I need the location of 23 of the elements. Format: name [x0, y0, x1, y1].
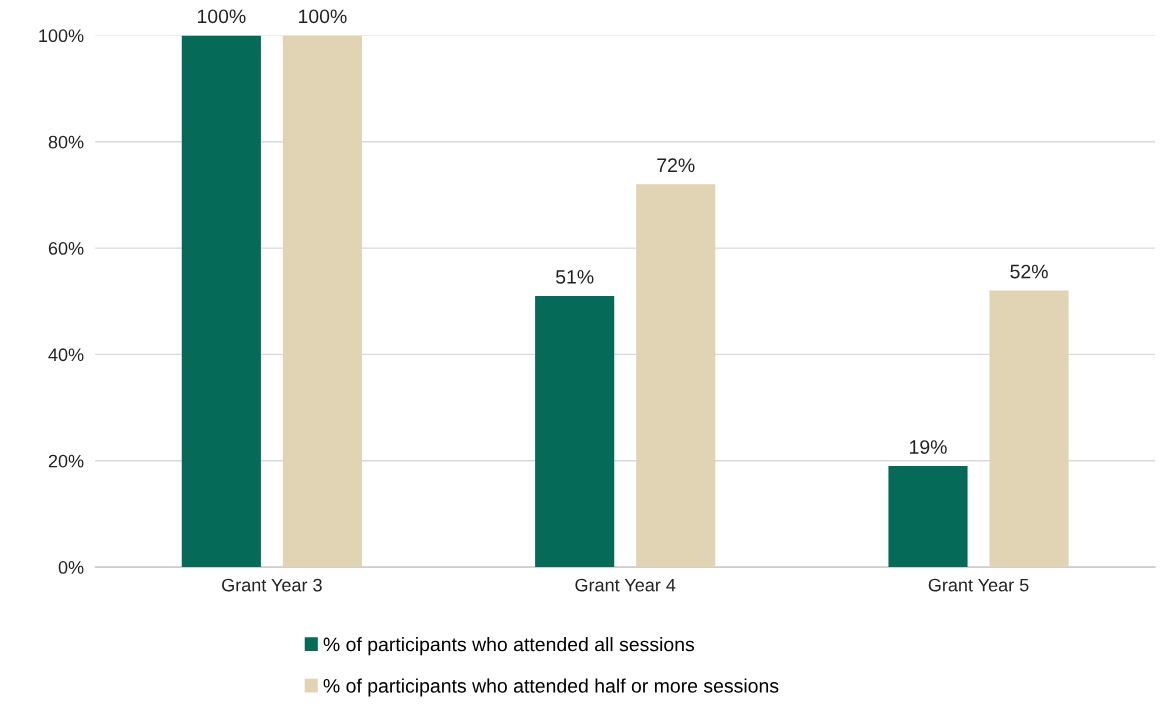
- data-label: 72%: [657, 158, 695, 173]
- legend-label: % of participants who attended half or more sessions: [323, 678, 779, 697]
- bar: [636, 184, 716, 568]
- data-label: 51%: [555, 270, 594, 284]
- bar: [888, 466, 968, 568]
- bar: [535, 295, 615, 568]
- bar: [989, 290, 1069, 568]
- y-tick-label: 0%: [58, 561, 84, 574]
- x-tick-label: Grant Year 5: [928, 578, 1029, 592]
- x-tick-label: Grant Year 4: [575, 578, 676, 592]
- data-label: 52%: [1010, 264, 1048, 279]
- y-tick-label: 100%: [39, 29, 84, 43]
- legend-label: % of participants who attended all sessions: [323, 637, 695, 656]
- data-label: 100%: [197, 9, 246, 24]
- bar: [181, 35, 261, 568]
- bar: [282, 35, 362, 568]
- data-label: 19%: [910, 440, 947, 454]
- x-tick-label: Grant Year 3: [222, 578, 322, 592]
- data-label: 100%: [299, 9, 347, 24]
- y-tick-label: 60%: [48, 242, 84, 255]
- y-tick-label: 40%: [48, 348, 84, 362]
- y-tick-label: 80%: [48, 135, 84, 149]
- y-tick-label: 20%: [48, 454, 84, 468]
